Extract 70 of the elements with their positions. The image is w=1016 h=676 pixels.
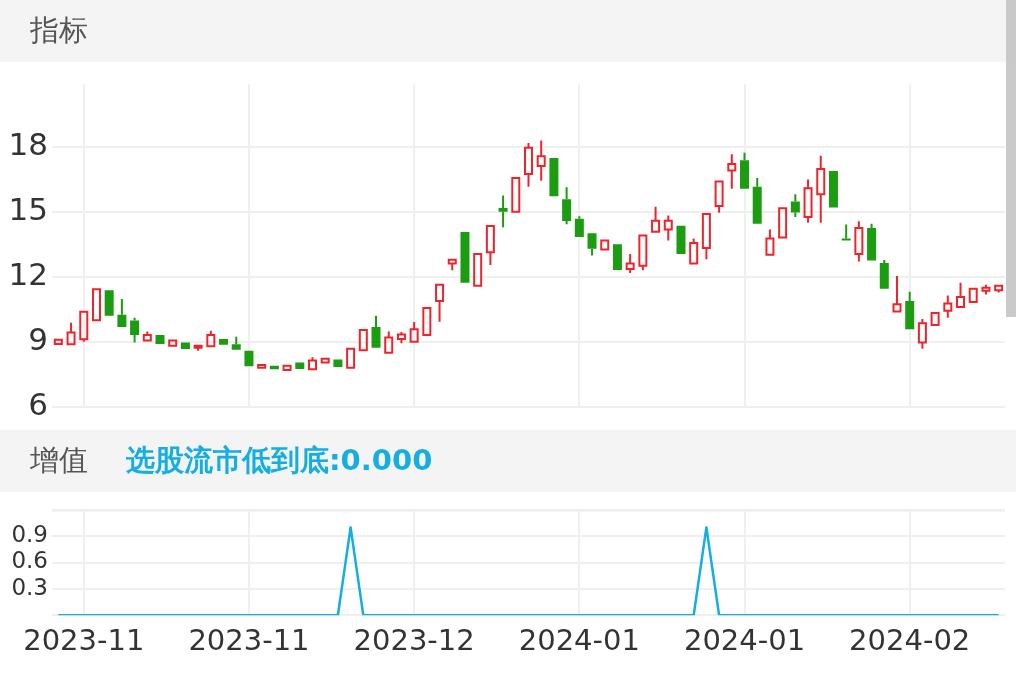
candlestick — [905, 290, 915, 330]
y-tick-label: 0.6 — [11, 547, 48, 574]
y-tick-label: 18 — [8, 126, 48, 163]
candlestick — [854, 220, 864, 263]
candlestick — [879, 259, 889, 289]
candlestick — [600, 239, 610, 251]
candlestick — [130, 316, 140, 344]
candlestick — [574, 215, 584, 237]
candlestick — [778, 207, 788, 239]
text: 选股流市低到底:0.000 — [126, 442, 433, 479]
candlestick — [828, 171, 838, 208]
candlestick — [930, 311, 940, 327]
candlestick — [358, 329, 368, 352]
candlestick — [816, 154, 826, 224]
candlestick — [295, 362, 305, 370]
candlestick — [841, 223, 851, 241]
candlestick — [892, 274, 902, 313]
candlestick — [663, 214, 673, 242]
candlestick — [117, 298, 127, 328]
candlestick — [244, 350, 254, 367]
candlestick — [498, 194, 508, 229]
candlestick — [460, 231, 470, 283]
x-tick-label: 2023-12 — [353, 623, 475, 658]
candlestick — [473, 253, 483, 287]
candlestick — [333, 359, 343, 367]
candlestick — [180, 342, 190, 350]
candlestick — [651, 205, 661, 233]
candlestick — [371, 314, 381, 348]
y-tick-label: 12 — [8, 256, 48, 293]
candlestick — [231, 335, 241, 350]
candlestick — [257, 363, 267, 369]
candlestick — [968, 287, 978, 303]
candlestick — [282, 364, 292, 371]
candlestick — [803, 178, 813, 224]
candlestick — [53, 338, 63, 345]
candlestick — [155, 335, 165, 344]
candlestick — [676, 225, 686, 255]
candlestick — [562, 186, 572, 226]
candlestick — [91, 288, 101, 322]
y-tick-label: 9 — [28, 321, 48, 358]
candlestick — [511, 176, 521, 213]
candlestick — [168, 339, 178, 347]
candlestick — [524, 142, 533, 188]
chart-title: 指标 — [30, 12, 88, 49]
candlestick — [104, 290, 114, 316]
candlestick — [727, 153, 737, 190]
candlestick — [587, 233, 597, 257]
candlestick — [422, 306, 432, 337]
candlestick — [435, 283, 445, 323]
candlestick — [219, 338, 229, 345]
chart-title: 增值 — [30, 442, 88, 479]
candlestick — [485, 225, 495, 267]
x-tick-label: 2023-11 — [188, 623, 310, 658]
candlestick — [740, 151, 750, 189]
candlestick — [956, 281, 966, 308]
candlestick — [536, 139, 546, 182]
y-tick-label: 15 — [8, 191, 48, 228]
candlestick — [549, 158, 559, 197]
x-tick-label: 2024-01 — [683, 623, 806, 658]
x-tick-label: 2023-11 — [23, 623, 145, 658]
x-tick-label: 2024-02 — [849, 623, 971, 658]
candlestick — [612, 244, 622, 271]
candlestick — [752, 176, 762, 224]
candlestick — [320, 357, 330, 364]
x-tick-label: 2024-01 — [518, 623, 640, 658]
y-tick-label: 0.3 — [11, 573, 48, 600]
candlestick — [346, 347, 356, 369]
candlestick — [790, 193, 800, 218]
y-tick-label: 0.9 — [11, 521, 48, 548]
y-tick-label: 6 — [28, 386, 48, 423]
